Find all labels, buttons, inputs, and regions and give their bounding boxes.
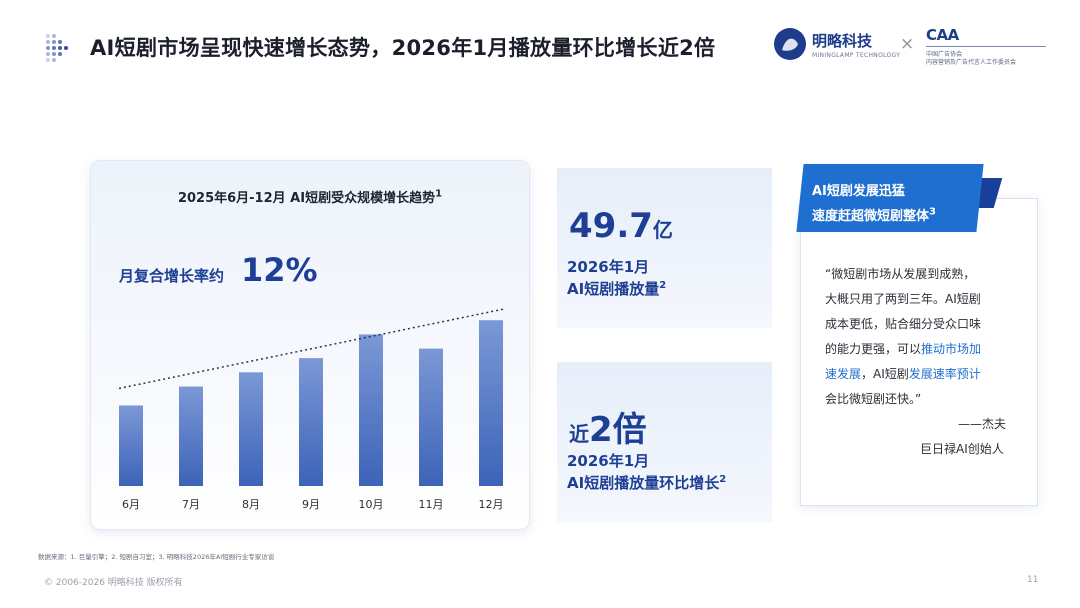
x-tick-label: 10月 [359,498,384,511]
brand-dots-icon [46,34,68,62]
brand-name: 明略科技 [812,32,873,50]
bar-7月 [179,386,203,486]
partner-name: 中国广告协会 [926,51,963,58]
partner-divider [926,46,1046,47]
x-tick-label: 9月 [302,498,320,511]
stat-views-period: 2026年1月 [567,258,650,276]
brand-logo [774,28,806,60]
quote-line: 速发展，AI短剧发展速率预计 [825,367,981,381]
bar-11月 [419,348,443,486]
x-tick-label: 8月 [242,498,260,511]
stat-growth-value: 近2倍 [569,410,647,450]
x-tick-label: 12月 [479,498,504,511]
bar-6月 [119,405,143,486]
stat-growth-period: 2026年1月 [567,452,650,470]
bar-9月 [299,358,323,486]
quote-highlight: 发展速率预计 [908,367,981,381]
stat-growth-label: AI短剧播放量环比增长2 [567,474,727,492]
x-tick-label: 6月 [122,498,140,511]
quote-highlight: 速发展 [825,367,862,381]
bar-chart: 6月 7月 8月 9月 10月 11月 12月 [118,308,504,511]
quote-line: 的能力更强，可以推动市场加 [825,342,982,356]
stat-card-growth: 近2倍 2026年1月 AI短剧播放量环比增长2 [557,362,772,522]
brand-subtitle: MININGLAMP TECHNOLOGY [812,52,901,59]
stat-views-label: AI短剧播放量2 [567,280,667,298]
quote-highlight: 推动市场加 [921,342,982,356]
quote-tag-line2: 速度赶超微短剧整体3 [812,206,936,224]
quote-line: “微短剧市场从发展到成熟， [825,267,976,281]
bar-10月 [359,334,383,486]
page-number: 11 [1027,575,1039,585]
partner-committee: 内容营销及广告代言人工作委员会 [926,59,1017,66]
cagr-value: 12% [241,251,318,289]
cagr-label: 月复合增长率约 [119,267,225,285]
quote-line: 成本更低，贴合细分受众口味 [825,317,982,331]
quote-card [800,198,1038,506]
chart-title: 2025年6月-12月 AI短剧受众规模增长趋势1 [177,188,443,206]
partner-logo: CAA [926,26,959,44]
data-source-note: 数据来源：1. 巨量引擎；2. 短剧自习室；3. 明略科技2026年AI短剧行业… [38,553,275,561]
bar-12月 [479,320,503,486]
stat-views-value: 49.7亿 [569,206,673,246]
page-title: AI短剧市场呈现快速增长态势，2026年1月播放量环比增长近2倍 [90,36,716,60]
quote-author-role: 巨日禄AI创始人 [920,442,1004,456]
x-tick-label: 11月 [419,498,444,511]
copyright: © 2006-2026 明略科技 版权所有 [44,578,183,588]
trend-line [118,308,504,390]
bar-8月 [239,372,263,486]
quote-line: 大概只用了两到三年。AI短剧 [825,292,981,306]
times-symbol: × [900,34,915,54]
x-tick-label: 7月 [182,498,200,511]
chart-card: 2025年6月-12月 AI短剧受众规模增长趋势1 月复合增长率约 12% 6月… [90,160,530,530]
quote-line: 会比微短剧还快。” [825,392,922,406]
quote-tag-line1: AI短剧发展迅猛 [812,184,905,199]
stat-card-views: 49.7亿 2026年1月 AI短剧播放量2 [557,168,772,328]
quote-author: ——杰夫 [958,417,1007,431]
